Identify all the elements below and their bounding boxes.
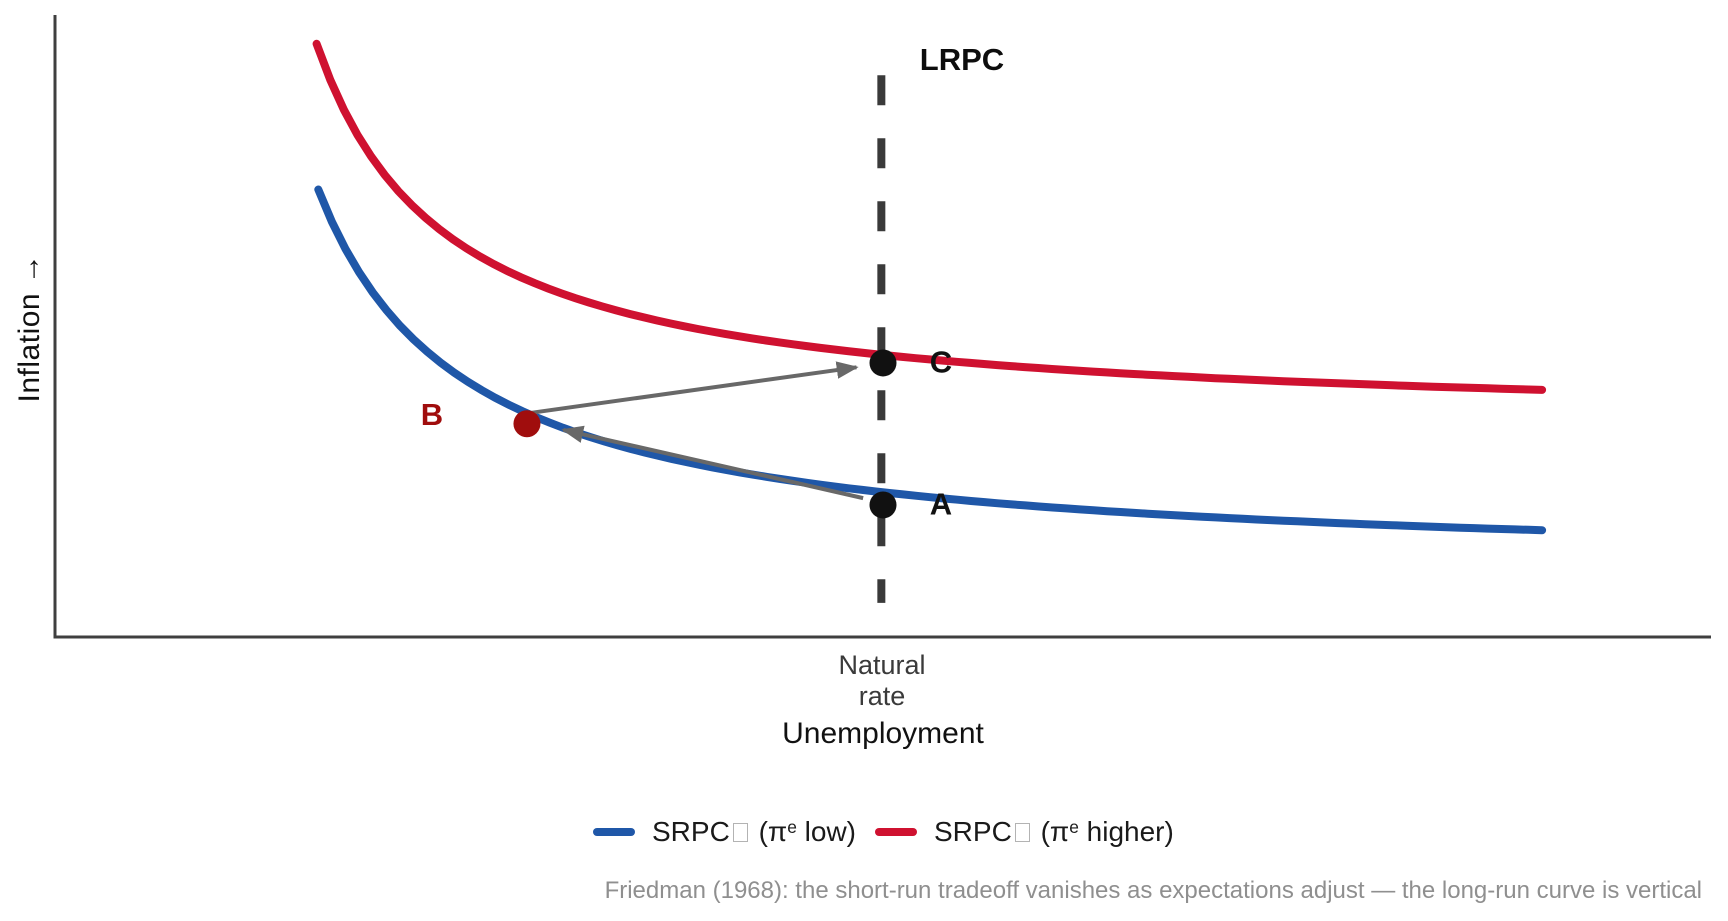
point-B xyxy=(513,410,541,438)
natural-rate-tick-label: Natural rate xyxy=(838,650,925,713)
legend-swatch-srpc2 xyxy=(875,828,917,836)
arrow-B-to-C xyxy=(528,361,859,416)
legend-label-srpc1-pre: SRPC xyxy=(652,816,730,847)
natural-rate-line1: Natural xyxy=(838,650,926,680)
missing-glyph-box xyxy=(732,823,748,842)
legend: SRPC (πe low) SRPC (πe higher) xyxy=(593,816,1174,848)
legend-item-srpc1: SRPC (πe low) xyxy=(593,816,856,848)
legend-swatch-srpc1 xyxy=(593,828,635,836)
legend-label-srpc1: SRPC (πe low) xyxy=(652,816,856,848)
point-label-B: B xyxy=(421,397,443,432)
point-A xyxy=(869,491,897,519)
legend-label-srpc2: SRPC (πe higher) xyxy=(934,816,1174,848)
y-axis-label: Inflation → xyxy=(13,253,46,403)
figure-caption: Friedman (1968): the short-run tradeoff … xyxy=(604,877,1702,904)
legend-label-srpc1-sup: e xyxy=(787,817,797,838)
legend-label-srpc2-sup: e xyxy=(1069,817,1079,838)
point-C xyxy=(869,349,897,377)
legend-label-srpc2-pre: SRPC xyxy=(934,816,1012,847)
natural-rate-line2: rate xyxy=(858,681,906,712)
lrpc-label: LRPC xyxy=(919,42,1005,77)
missing-glyph-box xyxy=(1014,823,1030,842)
arrow-A-to-B xyxy=(561,425,864,501)
point-label-C: C xyxy=(930,344,952,379)
legend-label-srpc1-mid: (π xyxy=(750,816,788,847)
legend-item-srpc2: SRPC (πe higher) xyxy=(875,816,1174,848)
srpc-curve-2 xyxy=(312,39,1547,394)
x-axis-label: Unemployment xyxy=(782,717,984,750)
legend-label-srpc2-mid: (π xyxy=(1032,816,1070,847)
point-label-A: A xyxy=(930,486,952,521)
legend-label-srpc2-post: higher) xyxy=(1078,816,1174,847)
legend-label-srpc1-post: low) xyxy=(796,816,856,847)
